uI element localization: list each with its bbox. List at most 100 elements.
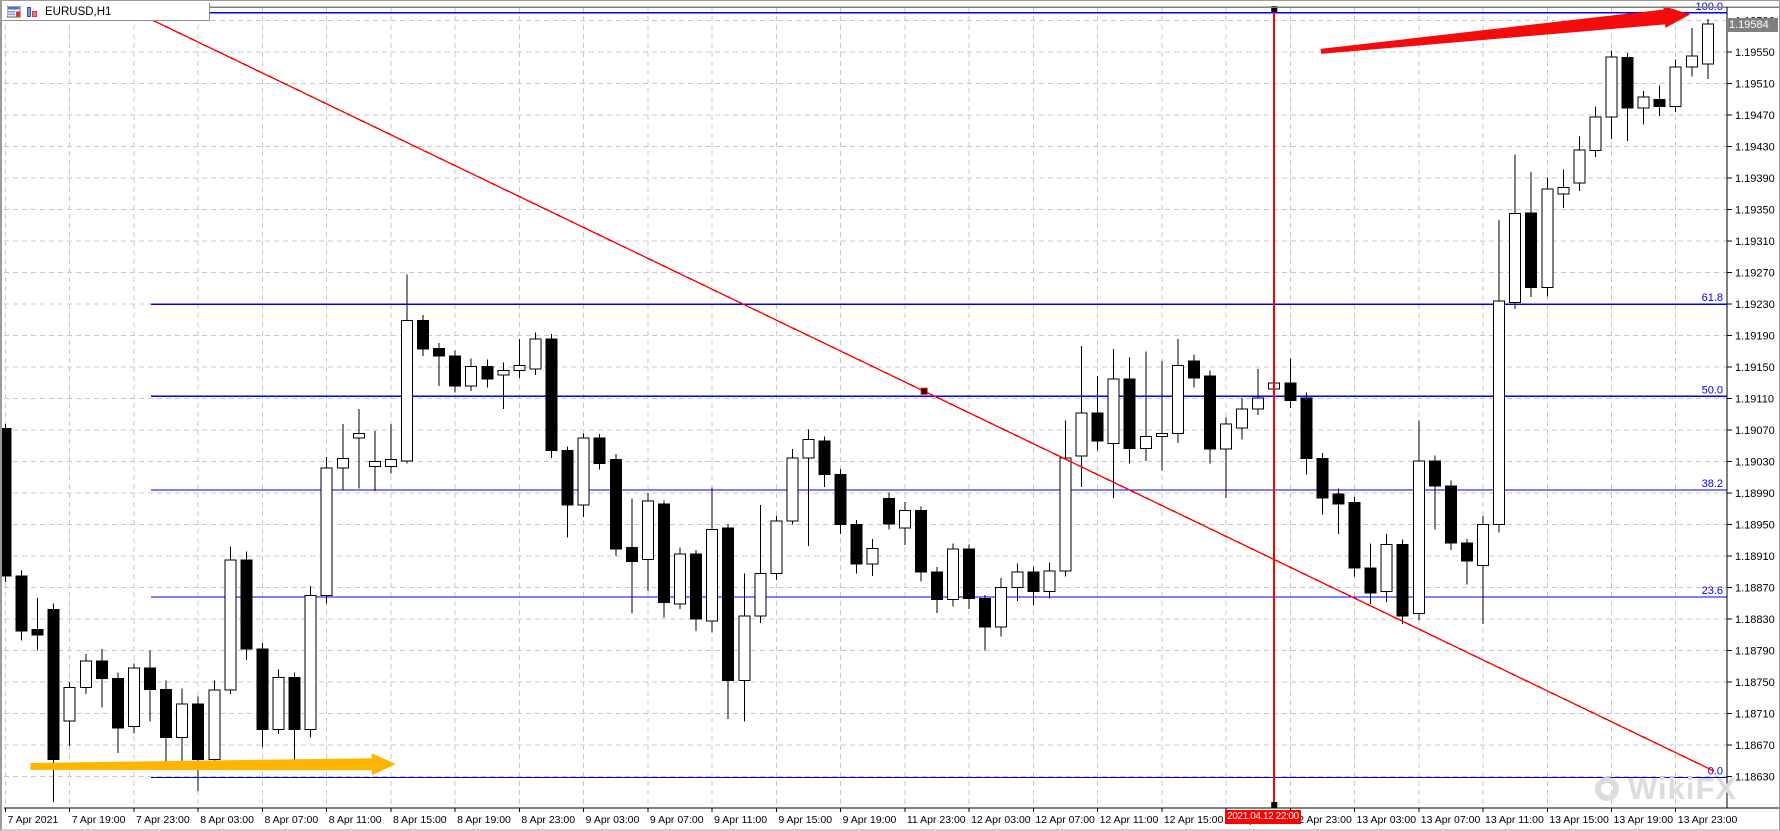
bullish-candle <box>1059 457 1072 572</box>
chart-symbol-title: EURUSD,H1 <box>45 5 112 18</box>
bullish-candle <box>465 365 478 387</box>
bullish-candle <box>1252 397 1265 410</box>
bullish-candle <box>674 553 687 605</box>
bearish-candle <box>1460 542 1473 562</box>
bearish-candle <box>1428 460 1441 487</box>
time-label: 7 Apr 2021 <box>8 814 59 826</box>
bearish-candle <box>545 338 558 452</box>
price-label: 1.19350 <box>1735 205 1775 217</box>
bar-chart-icon <box>26 6 41 18</box>
bearish-candle <box>1348 502 1361 569</box>
bullish-candle <box>1493 300 1506 526</box>
bearish-candle <box>1364 567 1377 594</box>
time-label: 9 Apr 19:00 <box>843 814 897 826</box>
price-label: 1.18990 <box>1735 488 1775 500</box>
bearish-candle <box>1444 485 1457 544</box>
rally-arrow-icon <box>1320 6 1691 54</box>
chart-list-icon <box>6 5 22 18</box>
bullish-candle <box>1637 96 1650 109</box>
bearish-candle <box>1396 543 1409 617</box>
bearish-candle <box>111 677 124 729</box>
price-label: 1.18830 <box>1735 614 1775 626</box>
bullish-candle <box>1685 55 1698 68</box>
bearish-candle <box>1300 397 1313 460</box>
price-label: 1.18670 <box>1735 740 1775 752</box>
fibonacci-level-label: 61.8 <box>1702 292 1723 304</box>
bullish-candle <box>641 500 654 560</box>
time-label: 8 Apr 07:00 <box>264 814 318 826</box>
bullish-candle <box>1477 524 1490 567</box>
price-label: 1.18950 <box>1735 520 1775 532</box>
bearish-candle <box>930 571 943 600</box>
bearish-candle <box>593 437 606 464</box>
bullish-candle <box>738 615 751 682</box>
bearish-candle <box>417 320 430 350</box>
wikifx-watermark: WikiFX <box>1595 771 1737 807</box>
bullish-candle <box>1589 116 1602 152</box>
price-label: 1.19070 <box>1735 425 1775 437</box>
bullish-candle <box>1573 149 1586 184</box>
bearish-candle <box>818 440 831 475</box>
time-label: 12 Apr 15:00 <box>1164 814 1224 826</box>
bearish-candle <box>834 473 847 526</box>
fibonacci-level-label: 50.0 <box>1702 384 1723 396</box>
bullish-candle <box>1701 23 1714 65</box>
current-price-box: 1.19584 <box>1726 18 1778 32</box>
bullish-candle <box>866 547 879 565</box>
price-label: 1.19230 <box>1735 299 1775 311</box>
bearish-candle <box>1525 212 1538 289</box>
price-label: 1.18790 <box>1735 646 1775 658</box>
time-label: 13 Apr 19:00 <box>1614 814 1674 826</box>
bearish-candle <box>722 527 735 682</box>
bearish-candle <box>481 365 494 380</box>
trendline-handle[interactable] <box>920 387 928 395</box>
bearish-candle <box>850 524 863 565</box>
bullish-candle <box>1171 365 1184 434</box>
bearish-candle <box>609 458 622 550</box>
bearish-candle <box>1316 458 1329 499</box>
bearish-candle <box>2 428 12 577</box>
bearish-candle <box>31 628 44 636</box>
bearish-candle <box>1027 571 1040 593</box>
bearish-candle <box>1123 378 1136 449</box>
bearish-candle <box>657 503 670 604</box>
bearish-candle <box>240 559 253 650</box>
price-label: 1.18710 <box>1735 709 1775 721</box>
fibonacci-level-label: 0.0 <box>1708 765 1723 777</box>
bearish-candle <box>690 553 703 620</box>
price-label: 1.19390 <box>1735 173 1775 185</box>
price-label: 1.19190 <box>1735 331 1775 343</box>
bearish-candle <box>882 498 895 525</box>
bullish-candle <box>898 510 911 529</box>
time-label: 8 Apr 11:00 <box>329 814 382 826</box>
time-label: 8 Apr 23:00 <box>521 814 575 826</box>
fibonacci-level-label: 23.6 <box>1702 585 1723 597</box>
bullish-candle <box>127 667 140 727</box>
price-label: 1.19110 <box>1735 394 1774 406</box>
price-label: 1.19510 <box>1735 79 1775 91</box>
bearish-candle <box>1204 375 1216 450</box>
bullish-candle <box>947 548 960 600</box>
time-label: 13 Apr 07:00 <box>1421 814 1481 826</box>
time-label: 9 Apr 11:00 <box>714 814 767 826</box>
chart-title-tab[interactable]: EURUSD,H1 <box>2 3 210 21</box>
bullish-candle <box>1509 213 1522 304</box>
bullish-candle <box>352 432 365 439</box>
bullish-candle <box>1075 412 1088 457</box>
time-label: 12 Apr 23:00 <box>1292 814 1352 826</box>
time-label: 8 Apr 03:00 <box>200 814 254 826</box>
time-label: 8 Apr 15:00 <box>393 814 447 826</box>
bullish-candle <box>770 520 783 575</box>
bullish-candle <box>1605 56 1618 118</box>
vline-handle[interactable] <box>1271 6 1278 12</box>
time-label: 7 Apr 19:00 <box>72 814 126 826</box>
price-label: 1.18750 <box>1735 677 1775 689</box>
time-label: 9 Apr 07:00 <box>650 814 704 826</box>
time-label: 11 Apr 23:00 <box>907 814 966 826</box>
bearish-candle <box>1187 360 1200 379</box>
vline-time-box[interactable]: 2021.04.12 22:00 <box>1225 810 1301 824</box>
price-label: 1.19030 <box>1735 457 1775 469</box>
bearish-candle <box>15 575 28 632</box>
vline-handle[interactable] <box>1271 802 1278 808</box>
